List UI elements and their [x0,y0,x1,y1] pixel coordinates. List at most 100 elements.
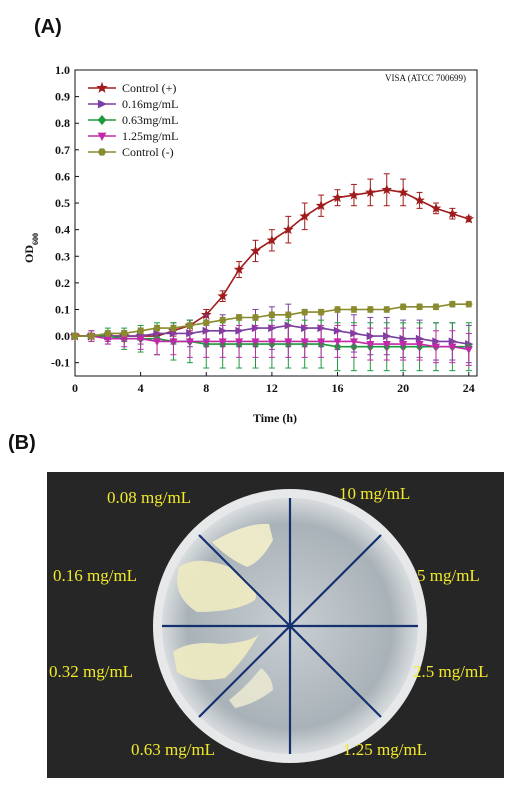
series-layer [69,173,475,372]
legend-item: Control (-) [88,145,174,159]
data-point [397,186,409,197]
data-point [431,343,441,352]
data-point [333,306,342,313]
data-point [399,341,408,349]
data-point [235,314,243,321]
data-point [381,184,393,195]
data-point [71,332,79,340]
data-point [169,324,178,332]
x-tick-label: 0 [72,381,78,395]
data-point [448,343,457,352]
y-tick-label: 0.9 [55,90,70,104]
data-point [153,338,162,347]
data-point [332,192,343,203]
legend-item: 0.63mg/mL [88,113,178,127]
data-point [104,330,112,337]
legend-label: 0.63mg/mL [122,113,178,127]
data-point [136,335,145,344]
conc-label-0-08: 0.08 mg/mL [107,488,192,507]
data-point [87,332,96,340]
data-point [348,189,360,200]
data-point [317,308,325,316]
data-point [415,341,424,349]
data-point [382,306,391,313]
legend-label: 1.25mg/mL [122,129,178,143]
series-5 [71,300,473,340]
y-tick-label: 0.4 [55,223,70,237]
data-point [300,338,309,347]
data-point [153,324,161,332]
data-point [432,303,440,311]
colony-growth-4 [229,668,273,708]
panel-label-b: (B) [8,432,36,454]
conc-label-0-32: 0.32 mg/mL [49,662,134,681]
y-tick-label: 0.2 [55,276,70,290]
y-axis-label: OD600 [22,233,40,263]
data-point [202,338,211,347]
conc-label-0-63: 0.63 mg/mL [131,740,216,759]
data-point [283,224,294,235]
data-point [186,322,194,329]
agar-plate-drawing [153,489,427,763]
data-point [217,290,228,301]
plot-frame [74,69,478,377]
conc-label-1-25: 1.25 mg/mL [343,740,428,759]
y-tick-label: 0.3 [55,249,70,263]
x-tick-label: 20 [397,381,409,395]
data-point [315,200,327,211]
y-tick-label: 1.0 [55,63,70,77]
colony-growth-1 [212,523,273,567]
data-point [448,300,457,308]
data-point [447,208,458,219]
data-point [284,311,293,319]
conc-label-0-16: 0.16 mg/mL [53,566,138,585]
data-point [333,338,342,347]
colony-growth-3 [173,634,259,680]
y-tick-label: -0.1 [51,356,70,370]
data-point [317,338,326,347]
legend-item: Control (+) [88,81,176,95]
y-axis-label-main: OD [22,245,36,263]
series-4 [70,324,473,366]
y-axis-label-subscript: 600 [31,233,40,245]
x-tick-label: 12 [266,381,278,395]
data-point [202,319,211,327]
legend-marker [97,148,107,156]
data-point [235,338,244,347]
y-tick-label: 0.5 [55,196,70,210]
axis-ticks: 0 4 8 12 16 20 24 -0.1 0.0 0.1 0.2 0.3 0.4 0.5 0.6 0.7 0… [51,63,475,395]
y-tick-label: 0.7 [55,143,70,157]
data-point [415,303,424,311]
data-point [218,316,227,324]
y-tick-label: 0.1 [55,302,70,316]
data-point [464,346,473,354]
legend-label: 0.16mg/mL [122,97,178,111]
data-point [251,338,260,347]
x-axis-label: Time (h) [253,411,297,425]
data-point [366,306,375,313]
data-point [300,308,309,316]
y-tick-label: 0.0 [55,329,70,343]
x-tick-label: 4 [138,381,144,395]
conc-label-10: 10 mg/mL [339,484,411,503]
data-point [382,341,391,349]
data-point [267,338,276,347]
data-point [250,245,261,256]
legend-label: Control (-) [122,145,174,159]
legend-item: 1.25mg/mL [88,129,178,143]
data-point [430,202,442,213]
agar-plate-photo: 0.08 mg/mL 10 mg/mL 0.16 mg/mL 5 mg/mL 0… [47,472,504,778]
data-point [185,338,194,347]
data-point [233,263,245,275]
data-point [414,194,425,205]
x-tick-label: 16 [332,381,344,395]
y-tick-label: 0.8 [55,116,70,130]
sector-lines [162,498,418,754]
conc-label-5: 5 mg/mL [417,566,480,585]
legend: Control (+) 0.16mg/mL 0.63mg/mL 1.25mg/mL Co… [88,81,178,159]
data-point [350,306,358,313]
data-point [266,234,278,245]
data-point [465,300,473,308]
x-tick-label: 8 [203,381,209,395]
data-point [299,210,311,221]
